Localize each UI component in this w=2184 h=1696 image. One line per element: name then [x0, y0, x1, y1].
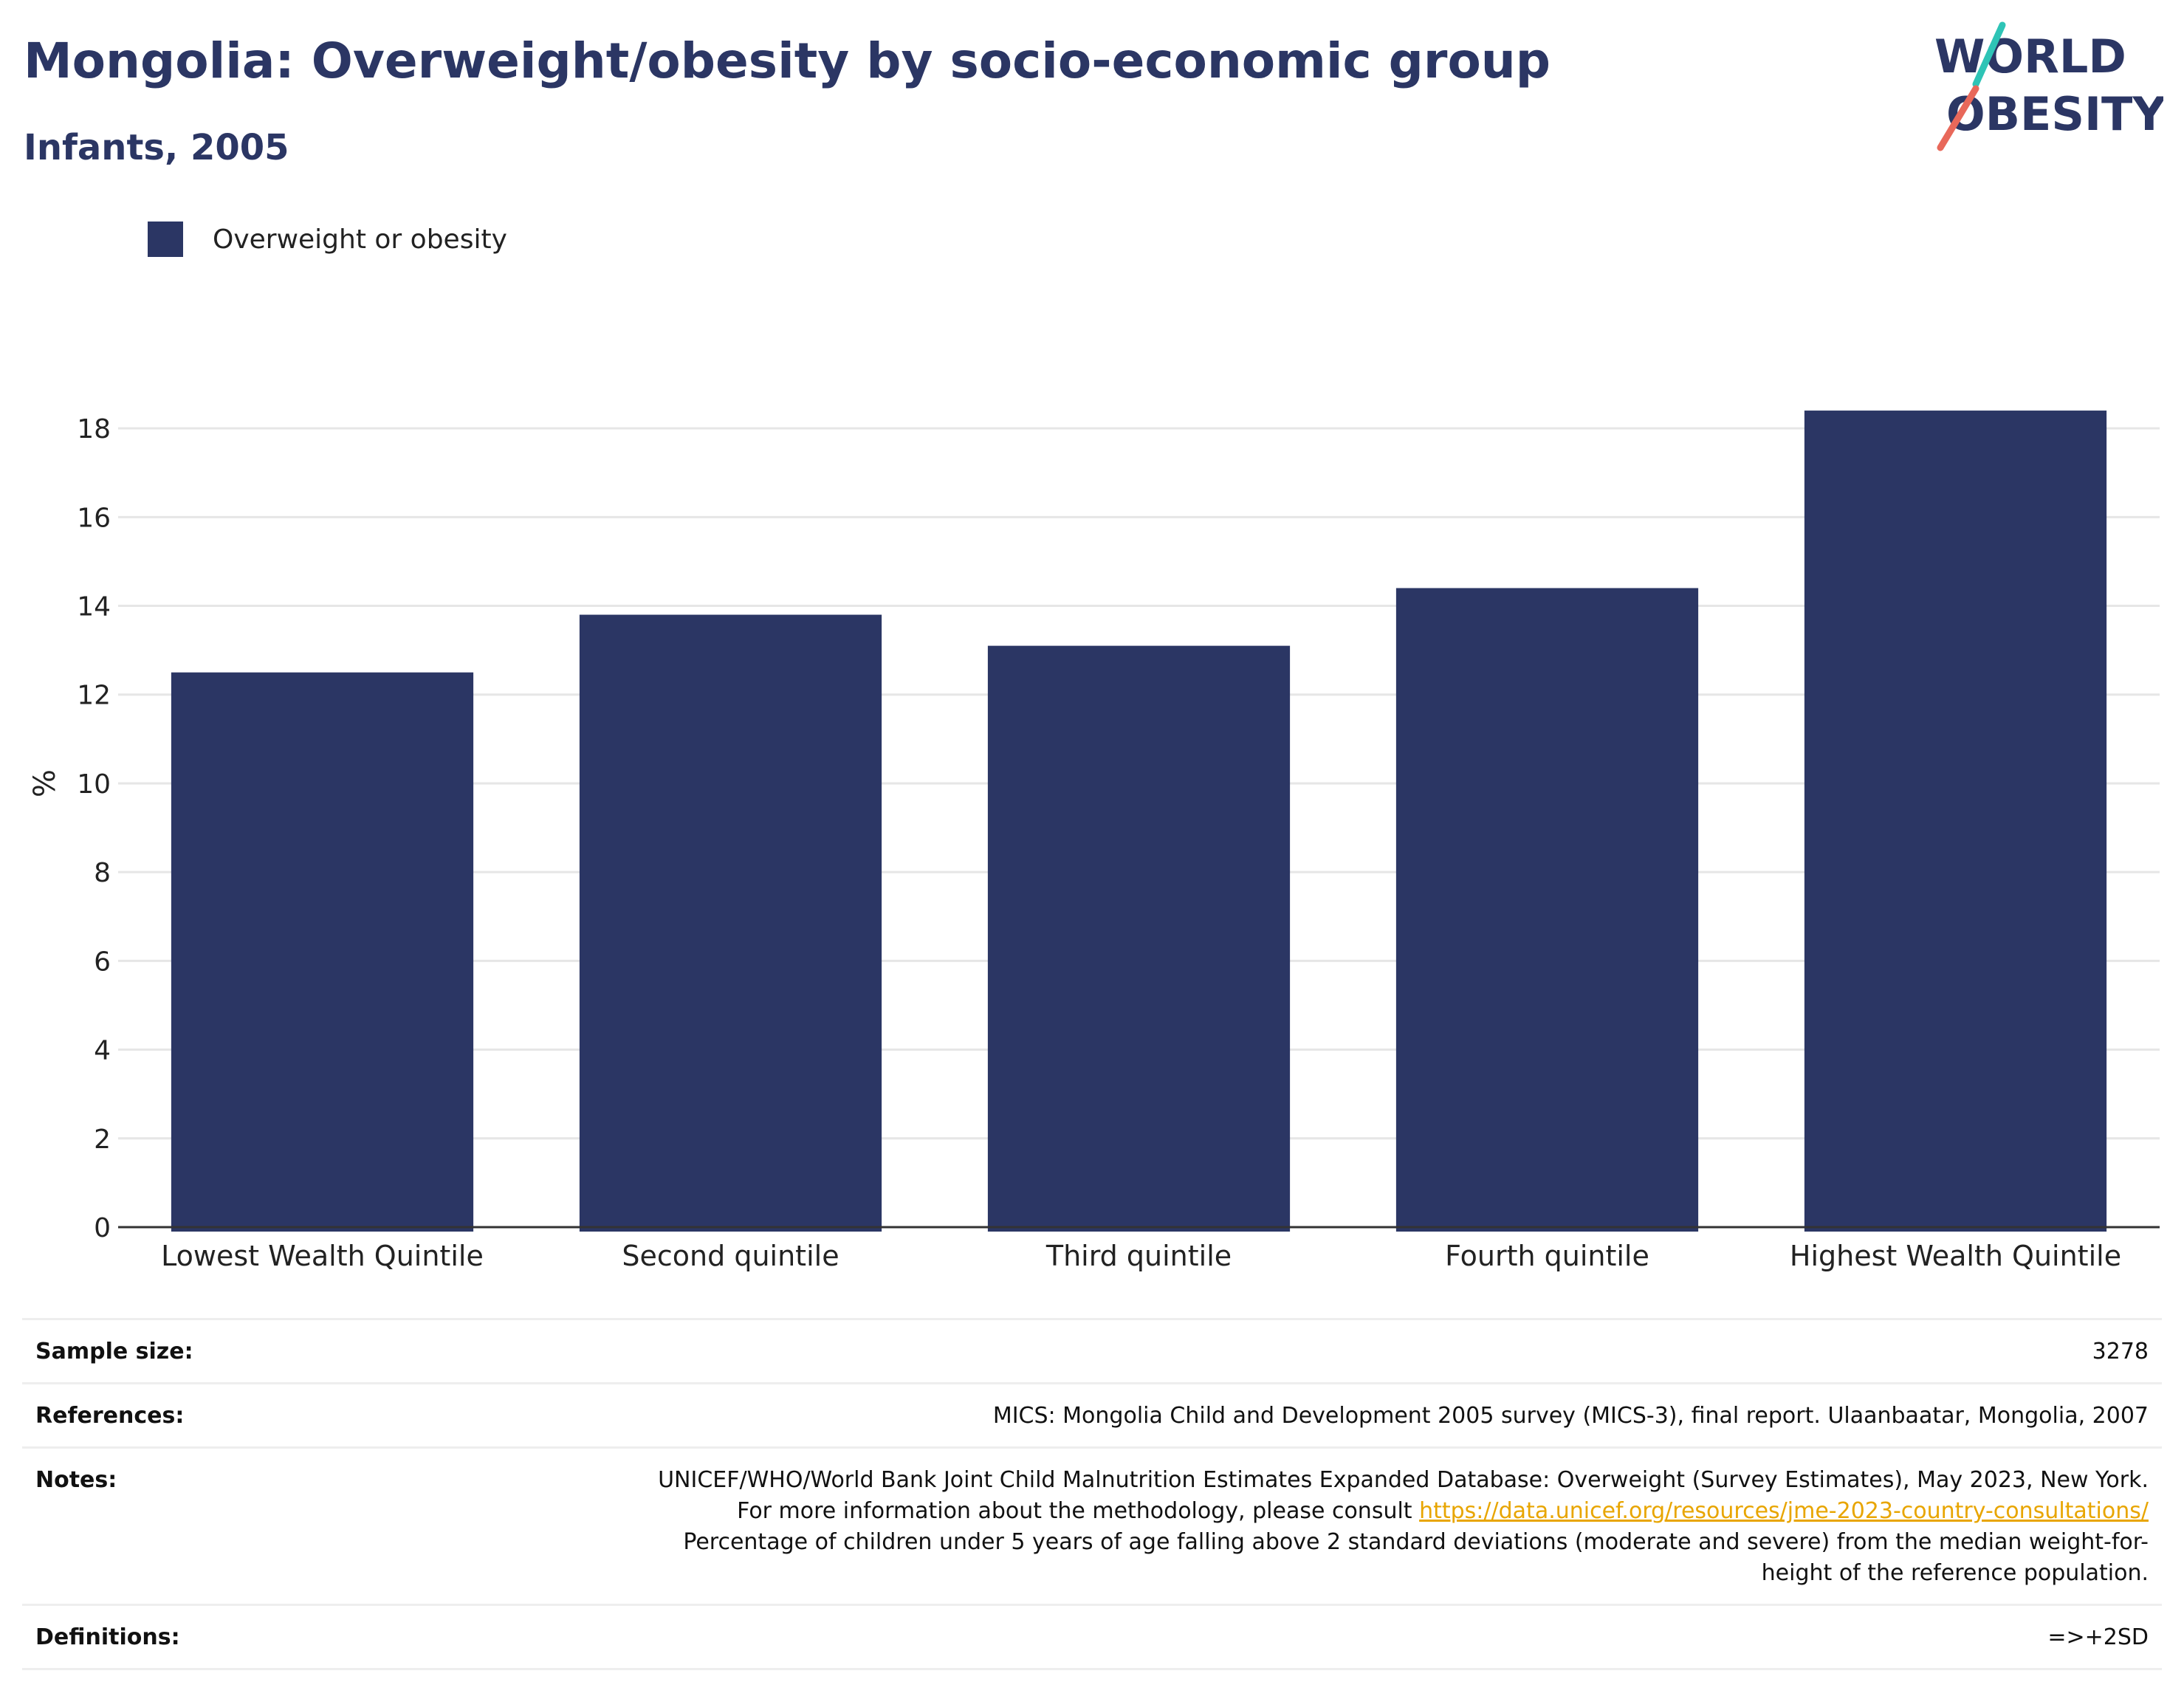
bar: [1804, 411, 2107, 1232]
world-obesity-logo: WORLD OBESITY: [1934, 21, 2163, 151]
info-row-definitions: Definitions: =>+2SD: [22, 1606, 2162, 1670]
x-tick-label: Highest Wealth Quintile: [1790, 1240, 2121, 1272]
notes-text-before: UNICEF/WHO/World Bank Joint Child Malnut…: [658, 1467, 2149, 1524]
info-label: Sample size:: [35, 1339, 193, 1364]
x-tick-label: Third quintile: [1045, 1240, 1232, 1272]
svg-text:WORLD: WORLD: [1934, 30, 2126, 83]
bar: [171, 672, 474, 1232]
info-row-notes: Notes: UNICEF/WHO/World Bank Joint Child…: [22, 1449, 2162, 1606]
info-table: Sample size: 3278 References: MICS: Mong…: [22, 1318, 2162, 1670]
info-value: =>+2SD: [2047, 1624, 2149, 1650]
info-value: MICS: Mongolia Child and Development 200…: [992, 1403, 2149, 1429]
y-tick-label: 6: [94, 947, 111, 977]
x-tick-label: Second quintile: [622, 1240, 839, 1272]
y-tick-label: 0: [94, 1213, 111, 1243]
info-label: References:: [35, 1403, 185, 1429]
bar: [579, 614, 882, 1232]
bar: [987, 645, 1291, 1232]
info-row-sample-size: Sample size: 3278: [22, 1320, 2162, 1384]
y-axis-label: %: [28, 769, 62, 797]
legend-label: Overweight or obesity: [213, 224, 507, 255]
y-tick-label: 2: [94, 1125, 111, 1155]
chart-subtitle: Infants, 2005: [24, 127, 289, 168]
info-label: Notes:: [35, 1467, 117, 1493]
y-tick-label: 18: [77, 414, 111, 444]
bar: [1395, 588, 1699, 1232]
x-tick-label: Fourth quintile: [1445, 1240, 1649, 1272]
legend-swatch: [148, 222, 183, 257]
legend: Overweight or obesity: [148, 222, 507, 257]
notes-text-after: Percentage of children under 5 years of …: [683, 1529, 2149, 1586]
y-tick-label: 10: [77, 769, 111, 800]
bar-chart: 0 2 4 6 8 10 12 14 16 18% Lowest Wealth Quintile Se…: [28, 411, 2160, 1272]
y-tick-label: 14: [77, 592, 111, 622]
chart-title: Mongolia: Overweight/obesity by socio-ec…: [24, 32, 1551, 89]
info-value: UNICEF/WHO/World Bank Joint Child Malnut…: [635, 1465, 2149, 1589]
notes-link[interactable]: https://data.unicef.org/resources/jme-20…: [1419, 1498, 2149, 1524]
info-label: Definitions:: [35, 1624, 180, 1650]
y-tick-label: 16: [77, 503, 111, 533]
x-tick-label: Lowest Wealth Quintile: [161, 1240, 484, 1272]
y-tick-label: 8: [94, 858, 111, 888]
info-row-references: References: MICS: Mongolia Child and Dev…: [22, 1384, 2162, 1449]
y-tick-label: 12: [77, 681, 111, 711]
svg-text:OBESITY: OBESITY: [1946, 87, 2163, 141]
y-tick-label: 4: [94, 1036, 111, 1066]
info-value: 3278: [2092, 1339, 2149, 1364]
